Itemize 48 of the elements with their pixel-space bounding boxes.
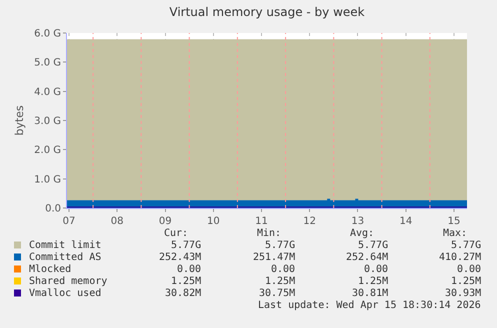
- text: Min:: [257, 228, 282, 239]
- text: 0.00: [457, 264, 482, 275]
- text: 30.82M: [165, 288, 202, 299]
- legend-label: Commit limit: [29, 240, 102, 251]
- text: 5.77G: [171, 240, 202, 251]
- text: Max:: [443, 228, 468, 239]
- chart-title: Virtual memory usage - by week: [169, 5, 365, 20]
- text: Last update: Wed Apr 15 18:30:14 2026: [258, 300, 481, 311]
- x-tick-label: 14: [399, 216, 412, 227]
- text: 5.77G: [451, 240, 482, 251]
- legend-label: Mlocked: [29, 264, 72, 275]
- x-tick-label: 07: [62, 216, 76, 227]
- x-tick-label: 13: [351, 216, 364, 227]
- text: 30.93M: [445, 288, 482, 299]
- text: 1.25M: [265, 276, 296, 287]
- text: 252.64M: [346, 252, 388, 263]
- text: 5.77G: [265, 240, 296, 251]
- text: 1.25M: [171, 276, 202, 287]
- text: 30.75M: [259, 288, 296, 299]
- text: 251.47M: [253, 252, 296, 263]
- text: 410.27M: [439, 252, 482, 263]
- text: 1.25M: [451, 276, 482, 287]
- y-tick-label: 4.0 G: [34, 86, 61, 98]
- text: 252.43M: [159, 252, 202, 263]
- text: 0.00: [177, 264, 202, 275]
- x-tick-label: 09: [158, 216, 172, 227]
- text: Cur:: [164, 228, 188, 239]
- y-tick-label: 6.0 G: [34, 28, 61, 40]
- text: 1.25M: [358, 276, 388, 287]
- legend-label: Committed AS: [29, 252, 102, 263]
- y-tick-label: 5.0 G: [34, 58, 61, 69]
- y-tick-label: 1.0 G: [34, 174, 61, 186]
- y-tick-label: 2.0 G: [34, 145, 61, 156]
- x-tick-label: 11: [255, 216, 268, 227]
- text: 0.00: [364, 264, 388, 275]
- x-tick-label: 15: [448, 216, 460, 227]
- y-axis-title: bytes: [12, 105, 26, 136]
- text: 0.00: [271, 264, 296, 275]
- x-tick-label: 08: [110, 216, 124, 227]
- text: 5.77G: [358, 240, 388, 251]
- y-tick-label: 3.0 G: [34, 116, 61, 127]
- legend-label: Vmalloc used: [29, 288, 102, 299]
- text: Avg:: [350, 228, 374, 239]
- text: 30.81M: [352, 288, 388, 299]
- y-tick-label: 0.0: [45, 204, 61, 214]
- legend-label: Shared memory: [29, 276, 108, 287]
- x-tick-label: 12: [303, 216, 316, 227]
- x-tick-label: 10: [207, 216, 220, 227]
